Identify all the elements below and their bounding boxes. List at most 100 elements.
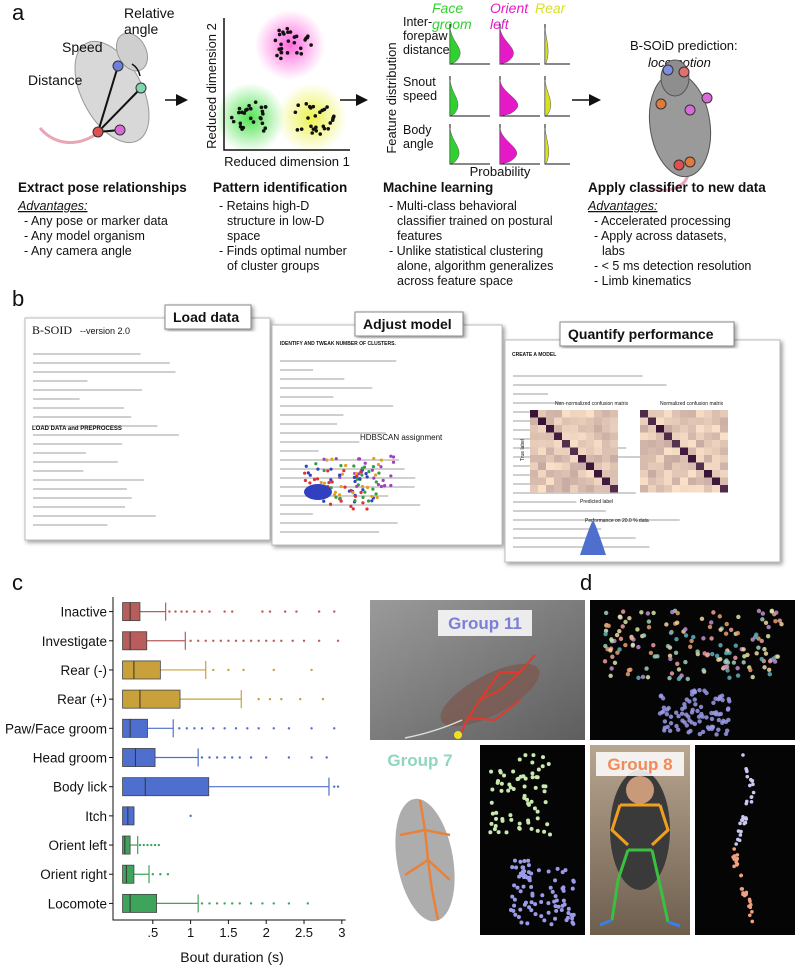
ui-text-line xyxy=(33,515,156,517)
keypoint xyxy=(92,126,104,138)
embedding-point xyxy=(748,899,752,904)
cluster-point xyxy=(355,477,359,481)
embedding-point xyxy=(680,706,685,712)
embedding-point xyxy=(696,714,702,719)
outlier xyxy=(299,697,302,701)
embedding-point xyxy=(522,859,527,864)
step-line: - Finds optimal number xyxy=(219,244,347,258)
x-tick-label: .5 xyxy=(147,925,158,940)
cluster-point xyxy=(351,507,355,511)
embedding-point xyxy=(608,648,613,653)
matrix-cell xyxy=(530,440,538,448)
matrix-cell xyxy=(704,417,712,425)
cluster-point xyxy=(371,487,375,491)
outlier xyxy=(295,610,298,613)
embedding-point xyxy=(670,609,675,615)
matrix-cell xyxy=(570,440,578,448)
embedding-point xyxy=(680,718,685,723)
label-bg xyxy=(596,752,684,776)
scatter-dot xyxy=(322,107,327,112)
embedding-point xyxy=(767,672,772,677)
embedding-point xyxy=(517,757,522,762)
scatter-dot xyxy=(231,119,236,124)
embedding-point xyxy=(527,905,532,910)
scatter-dot xyxy=(306,34,310,38)
scatter-dot xyxy=(322,126,327,131)
embedding-point xyxy=(750,909,754,914)
skeleton xyxy=(399,799,451,921)
embedding-point xyxy=(773,618,778,624)
ui-text-line xyxy=(280,369,313,371)
embedding-point xyxy=(683,633,689,638)
ui-text-line xyxy=(33,389,143,391)
matrix-cell xyxy=(704,470,712,478)
embedding-point xyxy=(774,610,779,615)
axes xyxy=(112,597,346,921)
embedding-point xyxy=(710,724,716,730)
embedding-point xyxy=(735,673,741,678)
matrix-cell xyxy=(594,447,602,455)
label-line: Snout xyxy=(403,75,436,89)
y-tick-label: Rear (-) xyxy=(61,663,108,678)
embedding-point xyxy=(733,655,738,661)
scatter-dot xyxy=(279,42,283,47)
ui-text-line xyxy=(33,380,88,382)
matrix-cell xyxy=(640,432,648,440)
embedding-point xyxy=(504,830,509,835)
matrix-cell xyxy=(546,485,554,493)
label-line: Speed xyxy=(62,39,102,55)
cluster-point xyxy=(365,475,369,479)
cluster-point xyxy=(376,462,381,467)
matrix-cell xyxy=(696,455,704,463)
ui-text-line xyxy=(280,513,313,515)
ui-text: IDENTIFY AND TWEAK NUMBER OF CLUSTERS. xyxy=(280,341,396,347)
matrix-cell xyxy=(720,447,728,455)
step-subtitle: Advantages: xyxy=(587,199,658,213)
matrix-cell xyxy=(696,410,704,418)
outlier xyxy=(283,610,287,613)
matrix-cell xyxy=(554,470,562,478)
matrix-cell xyxy=(538,417,546,425)
matrix-cell xyxy=(578,410,586,418)
matrix-cell xyxy=(712,485,720,493)
cluster-point xyxy=(339,499,343,503)
matrix-cell xyxy=(546,447,554,455)
cluster-point xyxy=(352,475,356,480)
embedding-point xyxy=(548,832,552,837)
embedding-point xyxy=(548,885,553,890)
matrix-cell xyxy=(538,440,546,448)
matrix-cell xyxy=(578,485,586,493)
ui-text-line xyxy=(33,461,118,463)
embedding-point xyxy=(514,865,519,870)
ui-text-line xyxy=(280,360,397,362)
embedding-point xyxy=(725,660,731,665)
matrix-cell xyxy=(680,462,688,470)
embedding-point xyxy=(519,920,524,925)
matrix-cell xyxy=(648,455,656,463)
embedding-frame xyxy=(695,745,795,935)
ui-text-line xyxy=(33,506,126,508)
ui-text-line xyxy=(33,416,132,418)
outlier xyxy=(204,639,207,642)
ui-text-line xyxy=(280,531,380,533)
embedding-point xyxy=(775,654,781,659)
embedding-point xyxy=(625,672,631,677)
keypoint xyxy=(701,92,713,104)
embedding-point xyxy=(510,865,515,870)
embedding-point xyxy=(738,833,743,837)
matrix-cell xyxy=(578,425,586,433)
embedding-point xyxy=(679,673,684,678)
matrix-cell xyxy=(570,417,578,425)
embedding-point xyxy=(748,783,752,788)
matrix-cell xyxy=(594,432,602,440)
embedding-point xyxy=(689,720,694,725)
embedding-point xyxy=(555,866,560,871)
matrix-cell xyxy=(664,432,672,440)
outlier xyxy=(146,843,149,847)
embedding-point xyxy=(751,790,756,795)
step-line: space xyxy=(227,229,260,243)
embedding-point xyxy=(530,771,535,776)
outlier xyxy=(317,610,321,613)
matrix-cell xyxy=(546,425,554,433)
box xyxy=(122,718,148,738)
